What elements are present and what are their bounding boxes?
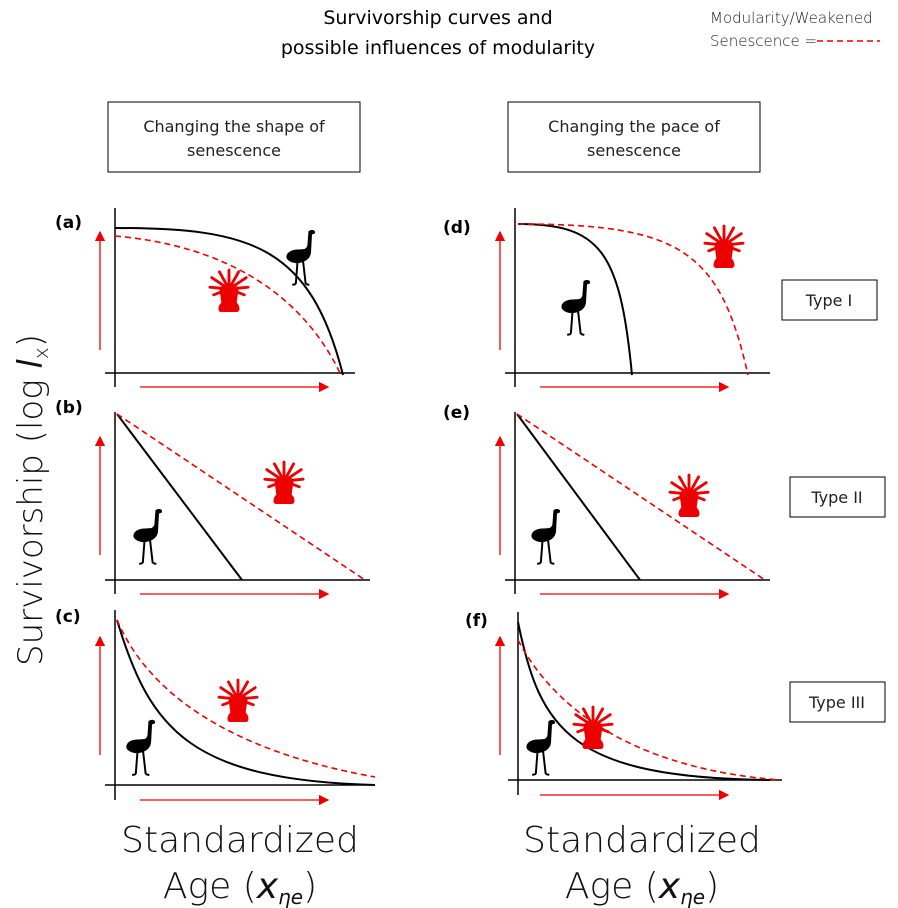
panel-e [494, 412, 770, 600]
x-text: Age ( [163, 866, 257, 907]
y-text: l [11, 359, 51, 369]
column-label: senescence [187, 141, 281, 160]
type-label: Type III [808, 693, 865, 712]
legend-label: Modularity/Weakened [710, 9, 873, 27]
panel-b [94, 412, 370, 600]
panel-label: (b) [55, 398, 83, 418]
panel-c [94, 610, 376, 806]
x-text: x [256, 866, 279, 907]
column-box [107, 101, 361, 173]
column-box [507, 101, 761, 173]
panel-label: (c) [55, 607, 81, 627]
y-text: ) [11, 334, 51, 347]
type-box [789, 681, 886, 723]
column-label: Changing the pace of [548, 117, 720, 136]
panel-label: (e) [443, 403, 470, 423]
x-text: Standardized [523, 820, 761, 861]
x-text: Standardized [121, 820, 359, 861]
x-text: Age (xηe) [163, 866, 317, 908]
legend-label: Senescence = [710, 32, 817, 50]
column-label: Changing the shape of [143, 117, 325, 136]
x-text: Age (xηe) [565, 866, 719, 908]
y-text: x [29, 347, 53, 359]
panel-d [494, 208, 770, 393]
x-text: ) [705, 866, 719, 907]
type-box [789, 476, 886, 518]
title: possible influences of modularity [281, 37, 595, 59]
y-text: Survivorship (log [11, 369, 51, 666]
type-label: Type I [805, 291, 853, 310]
title: Survivorship curves and [323, 7, 552, 29]
panel-a [94, 208, 355, 393]
panel-label: (d) [443, 218, 471, 238]
y-axis-label: Survivorship (log lx) [11, 334, 53, 666]
x-text: ηe [278, 885, 303, 908]
panel-label: (a) [55, 213, 82, 233]
x-text: ) [303, 866, 317, 907]
panel-label: (f) [465, 611, 488, 631]
x-text: Age ( [565, 866, 659, 907]
x-text: x [658, 866, 681, 907]
type-label: Type II [810, 488, 862, 507]
type-box [781, 279, 878, 321]
x-text: ηe [680, 885, 705, 908]
x-axis-label: Standardized Age (xηe) Standardized Age … [121, 820, 761, 908]
column-label: senescence [587, 141, 681, 160]
panel-f [494, 612, 782, 801]
